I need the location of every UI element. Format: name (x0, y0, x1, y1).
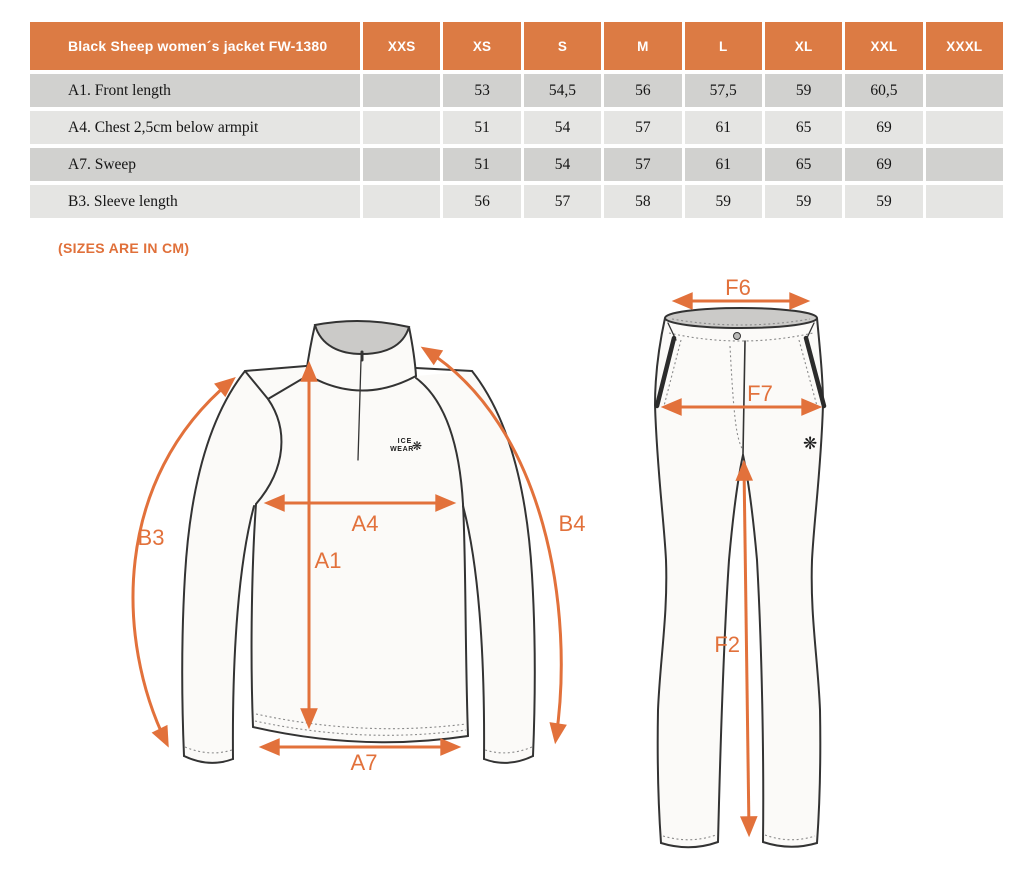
size-value-cell: 61 (684, 111, 762, 144)
hem-stitch-line (254, 720, 467, 736)
left-pocket-opening (654, 335, 677, 409)
size-value-cell: 65 (764, 111, 843, 144)
cuff-stitch-line (484, 746, 533, 754)
size-value-cell: 57 (604, 111, 682, 144)
waist-button (733, 332, 741, 340)
table-title: Black Sheep women´s jacket FW-1380 (30, 22, 360, 70)
size-value-cell: 57 (604, 148, 682, 181)
pants-left-hem (660, 841, 719, 849)
size-value-cell: 69 (845, 148, 923, 181)
size-value-cell: 51 (443, 111, 521, 144)
size-value-cell (925, 148, 1003, 181)
size-column-header: XXXL (925, 22, 1003, 70)
size-value-cell: 69 (845, 111, 923, 144)
size-column-header: XS (443, 22, 521, 70)
pants-drawing: ❋ (654, 307, 827, 849)
size-column-header: M (604, 22, 682, 70)
measurement-row-label: A4. Chest 2,5cm below armpit (30, 111, 360, 144)
jacket-label-b3: B3 (138, 525, 165, 550)
left-cuff (183, 755, 234, 764)
jacket-drawing: ICE WEAR ❋ (181, 320, 536, 764)
size-value-cell: 57 (523, 185, 602, 218)
size-value-cell (363, 111, 441, 144)
size-value-cell: 61 (684, 148, 762, 181)
size-value-cell: 51 (443, 148, 521, 181)
right-cuff (483, 755, 534, 764)
cuff-stitch-line (184, 746, 233, 754)
size-value-cell: 59 (764, 74, 843, 107)
pants-label-f6: F6 (725, 275, 751, 300)
leg-hem-stitch (764, 834, 816, 841)
size-value-cell (925, 111, 1003, 144)
jacket-label-a1: A1 (315, 548, 342, 573)
size-value-cell (363, 74, 441, 107)
fly-seam (742, 340, 746, 455)
arrow-b4 (420, 346, 567, 745)
jacket-collar-interior (313, 320, 411, 356)
collar-right-edge (408, 326, 417, 377)
arrow-b3 (131, 376, 236, 748)
pants-measurement-arrows: F6 F7 F2 (660, 275, 823, 838)
size-value-cell (925, 185, 1003, 218)
pants-fill (655, 318, 823, 848)
jacket-label-a4: A4 (352, 511, 379, 536)
left-pocket-stitch (663, 339, 682, 407)
size-value-cell: 54 (523, 148, 602, 181)
right-pocket-stitch (798, 339, 818, 407)
size-value-cell: 54 (523, 111, 602, 144)
jacket-label-a7: A7 (351, 750, 378, 775)
size-value-cell: 59 (764, 185, 843, 218)
pants-right-hem (762, 841, 818, 848)
size-value-cell: 53 (443, 74, 521, 107)
size-value-cell: 65 (764, 148, 843, 181)
size-value-cell: 57,5 (684, 74, 762, 107)
measurement-row-label: A7. Sweep (30, 148, 360, 181)
snowflake-icon: ❋ (412, 439, 422, 453)
fly-stitch-line (729, 345, 744, 451)
logo-text-line2: WEAR (390, 446, 414, 453)
jacket-label-b4: B4 (559, 511, 586, 536)
right-shoulder-seam (415, 367, 473, 372)
size-value-cell (363, 148, 441, 181)
pants-label-f7: F7 (747, 381, 773, 406)
right-pocket-opening (803, 335, 827, 409)
size-column-header: S (523, 22, 602, 70)
snowflake-icon: ❋ (803, 434, 817, 453)
body-left-side (250, 503, 257, 728)
size-value-cell (925, 74, 1003, 107)
zipper-line (357, 359, 362, 461)
pants-right-outer-seam (810, 317, 824, 844)
left-raglan-seam (255, 398, 283, 505)
size-value-cell: 56 (604, 74, 682, 107)
size-column-header: XL (764, 22, 843, 70)
left-shoulder-seam (244, 365, 307, 372)
jacket-logo-icewear: ICE WEAR ❋ (390, 438, 422, 453)
logo-text-line1: ICE (398, 438, 413, 445)
sizes-in-cm-note: (SIZES ARE IN CM) (58, 240, 190, 256)
arrow-f2 (735, 459, 758, 838)
jacket-measurement-arrows: B3 A4 A1 B4 A7 (131, 346, 586, 775)
measurement-row-label: B3. Sleeve length (30, 185, 360, 218)
size-column-header: XXL (845, 22, 923, 70)
size-value-cell: 60,5 (845, 74, 923, 107)
size-value-cell: 58 (604, 185, 682, 218)
waist-stitch-line (671, 318, 811, 326)
pants-left-outer-seam (654, 317, 668, 844)
size-value-cell (363, 185, 441, 218)
size-value-cell: 54,5 (523, 74, 602, 107)
size-value-cell: 59 (684, 185, 762, 218)
size-value-cell: 56 (443, 185, 521, 218)
size-column-header: L (684, 22, 762, 70)
measurement-row-label: A1. Front length (30, 74, 360, 107)
pants-label-f2: F2 (714, 632, 740, 657)
size-column-header: XXS (363, 22, 441, 70)
size-value-cell: 59 (845, 185, 923, 218)
size-table: Black Sheep women´s jacket FW-1380 XXS XS S… (30, 22, 1003, 218)
